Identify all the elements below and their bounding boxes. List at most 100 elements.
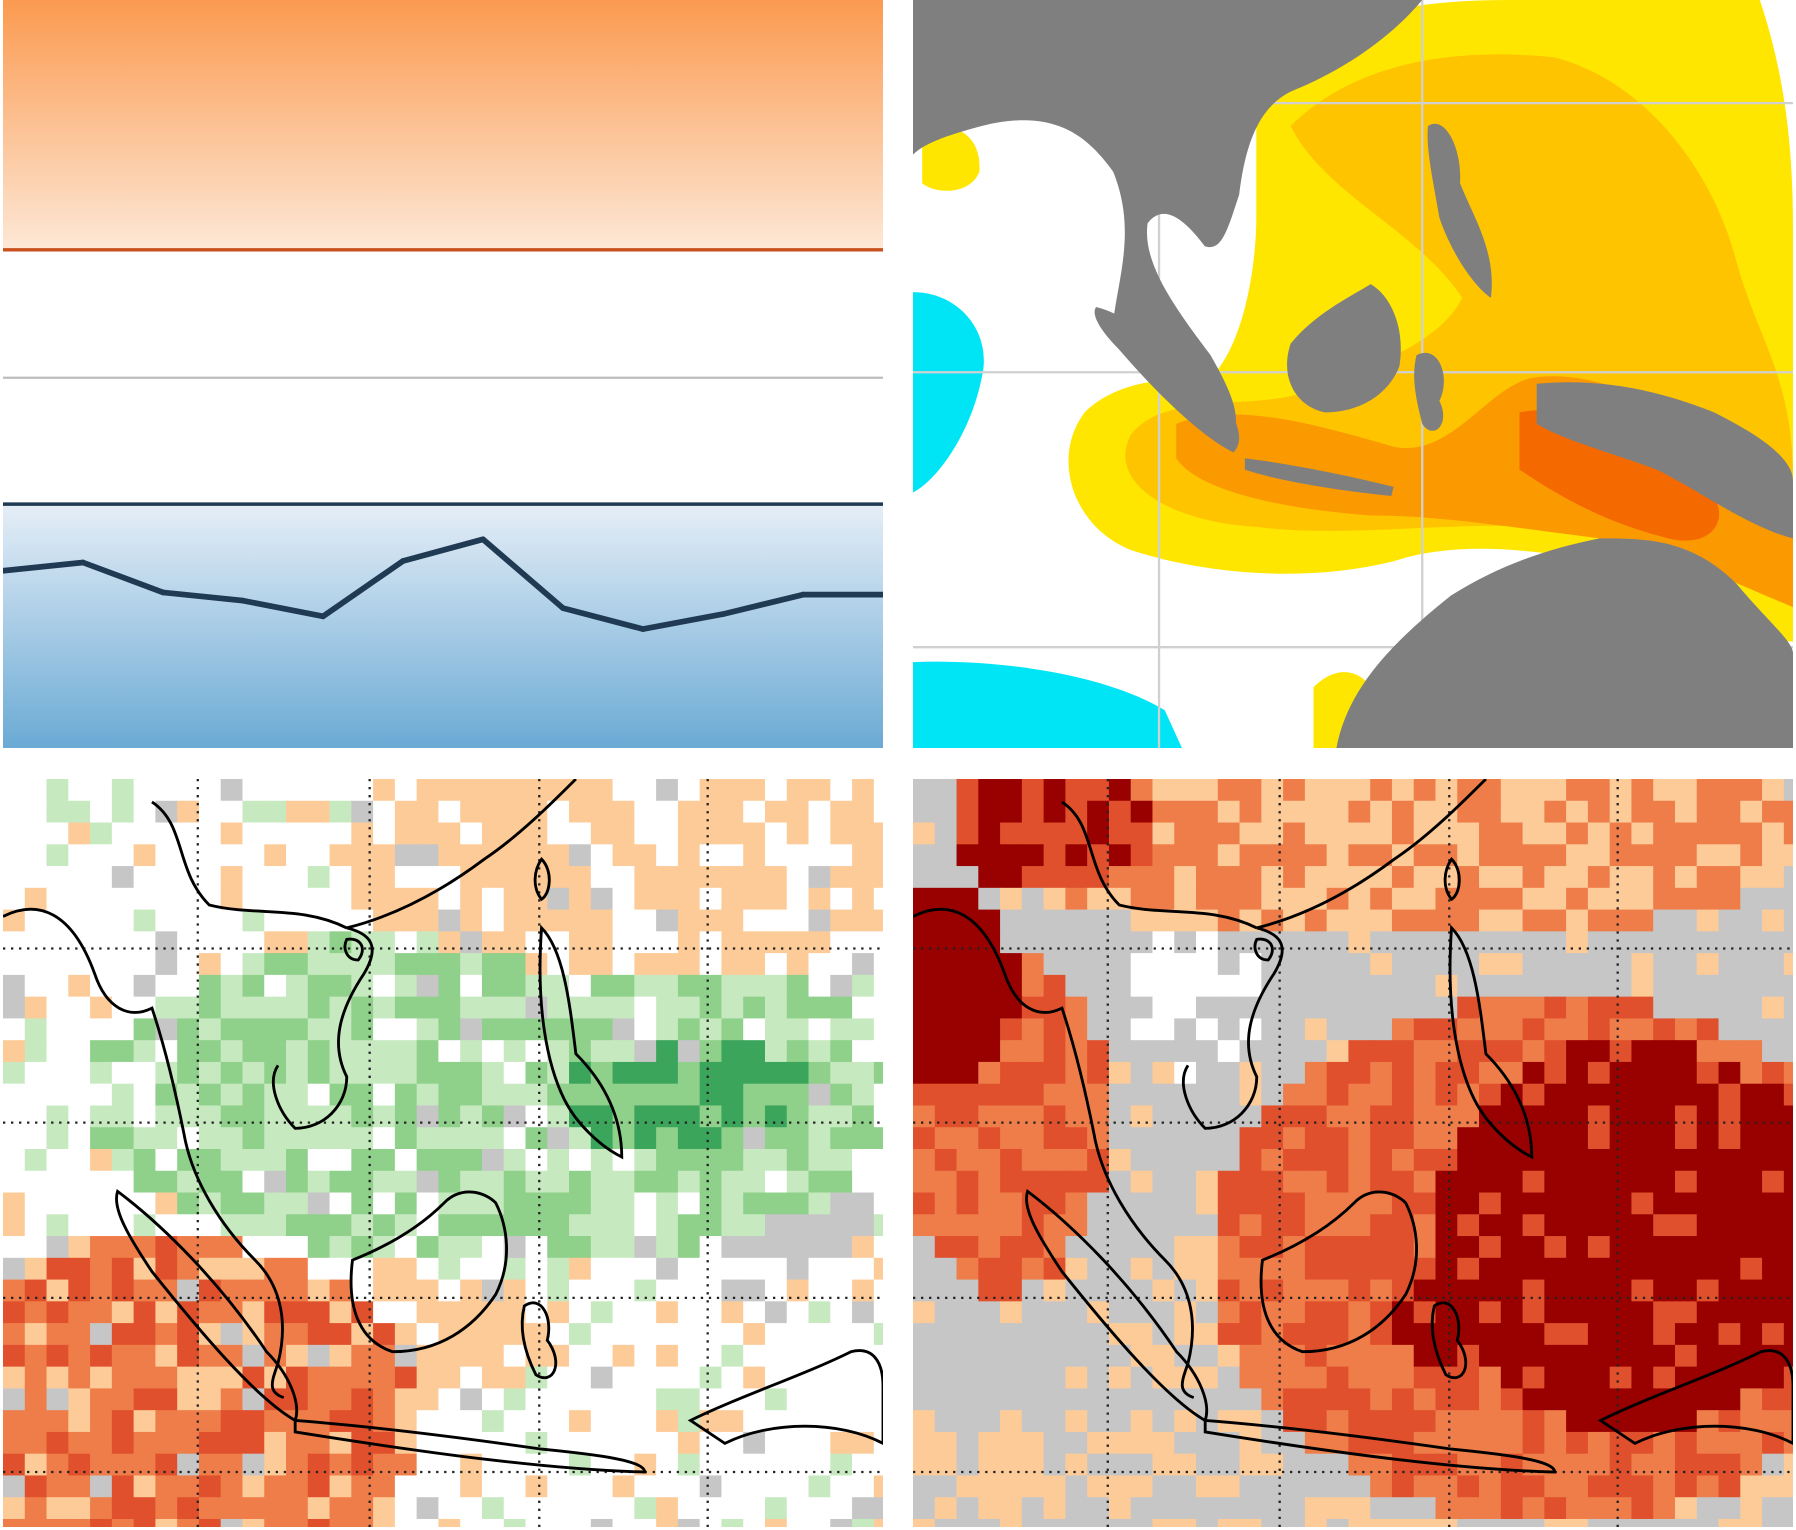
green-map-cell xyxy=(220,1105,244,1128)
red-map-cell xyxy=(1152,887,1175,911)
green-map-cell xyxy=(743,1061,766,1085)
red-map-cell xyxy=(934,1192,958,1215)
red-map-cell xyxy=(1653,1083,1676,1107)
green-map-cell xyxy=(198,1214,222,1237)
red-map-cell xyxy=(1239,822,1262,845)
red-map-cell xyxy=(1304,1257,1328,1281)
green-map-cell xyxy=(329,1105,352,1128)
red-map-cell xyxy=(1762,1301,1785,1324)
green-map-cell xyxy=(198,800,222,824)
green-map-cell xyxy=(873,909,883,932)
red-map-cell xyxy=(1544,1192,1567,1215)
green-map-cell xyxy=(699,1366,723,1389)
red-map-cell xyxy=(1740,822,1763,845)
green-map-cell xyxy=(90,909,113,932)
red-map-cell xyxy=(1348,1018,1371,1041)
red-map-cell xyxy=(1000,996,1023,1019)
green-map-cell xyxy=(830,866,853,889)
red-map-cell xyxy=(956,974,979,998)
green-map-cell xyxy=(547,1214,570,1237)
green-map-cell xyxy=(612,800,635,824)
red-map-cell xyxy=(1457,1148,1480,1172)
red-map-cell xyxy=(1217,1018,1241,1041)
coastline xyxy=(1061,800,1258,930)
red-map-cell xyxy=(1304,1170,1328,1194)
green-map-cell xyxy=(220,931,244,954)
green-map-cell xyxy=(220,1410,244,1433)
red-map-cell xyxy=(1674,1497,1698,1520)
green-map-cell xyxy=(830,1497,853,1520)
green-map-cell xyxy=(351,1323,374,1346)
red-map-cell xyxy=(1544,953,1567,976)
red-map-cell xyxy=(1457,844,1480,867)
red-map-cell xyxy=(913,1497,936,1520)
red-map-cell xyxy=(1283,1192,1306,1215)
green-map-cell xyxy=(569,1192,592,1215)
green-map-cell xyxy=(590,887,614,911)
green-map-cell xyxy=(68,1279,91,1302)
red-map-cell xyxy=(1783,1431,1793,1455)
green-map-cell xyxy=(24,1279,48,1302)
red-map-cell xyxy=(1326,1344,1349,1368)
red-map-cell xyxy=(1566,1475,1589,1498)
red-map-cell xyxy=(978,844,1001,867)
green-map-cell xyxy=(329,931,352,954)
green-map-cell xyxy=(438,1018,461,1041)
red-map-cell xyxy=(1609,844,1633,867)
red-map-cell xyxy=(1653,1279,1676,1302)
red-map-cell xyxy=(1391,887,1415,911)
green-map-cell xyxy=(830,909,853,932)
green-map-cell xyxy=(612,1214,635,1237)
green-map-cell xyxy=(394,931,418,954)
green-map-cell xyxy=(220,996,244,1019)
green-map-cell xyxy=(786,974,810,998)
green-map-cell xyxy=(460,1344,483,1368)
anomaly-map-gridded-red xyxy=(913,779,1793,1527)
red-map-cell xyxy=(934,1061,958,1085)
red-map-cell xyxy=(1674,1018,1698,1041)
green-map-cell xyxy=(525,887,548,911)
red-map-cell xyxy=(1108,909,1132,932)
red-map-cell xyxy=(1391,1497,1415,1520)
green-map-cell xyxy=(634,1148,657,1172)
green-map-cell xyxy=(111,1453,135,1477)
red-map-cell xyxy=(1174,1475,1197,1498)
red-map-cell xyxy=(1631,1453,1654,1477)
red-map-cell xyxy=(1174,779,1197,802)
red-map-cell xyxy=(1087,1192,1110,1215)
green-map-cell xyxy=(307,1257,331,1281)
green-map-cell xyxy=(351,974,374,998)
green-map-cell xyxy=(90,1127,113,1150)
red-map-cell xyxy=(1500,1170,1524,1194)
red-map-cell xyxy=(1217,974,1241,998)
green-map-cell xyxy=(394,1453,418,1477)
red-map-cell xyxy=(1304,1236,1328,1259)
red-map-cell xyxy=(1108,1040,1132,1063)
green-map-cell xyxy=(786,1170,810,1194)
red-map-cell xyxy=(1566,1497,1589,1520)
green-map-cell xyxy=(394,1497,418,1520)
red-map-cell xyxy=(1196,1323,1219,1346)
green-map-cell xyxy=(329,1127,352,1150)
green-map-cell xyxy=(830,800,853,824)
red-map-cell xyxy=(1435,1127,1458,1150)
red-map-cell xyxy=(1283,1040,1306,1063)
green-map-cell xyxy=(634,1214,657,1237)
green-map-cell xyxy=(307,1236,331,1259)
red-map-cell xyxy=(1631,1301,1654,1324)
green-map-cell xyxy=(111,1061,135,1085)
green-map-cell xyxy=(351,1366,374,1389)
red-map-cell xyxy=(1130,887,1154,911)
red-map-cell xyxy=(1087,1279,1110,1302)
green-map-cell xyxy=(46,931,69,954)
green-map-cell xyxy=(220,1257,244,1281)
red-map-cell xyxy=(1087,1388,1110,1411)
green-map-cell xyxy=(786,866,810,889)
red-map-cell xyxy=(1196,866,1219,889)
gridded-map-green-svg xyxy=(3,779,883,1527)
red-map-cell xyxy=(956,1518,979,1527)
green-map-cell xyxy=(764,844,788,867)
green-map-cell xyxy=(416,931,439,954)
red-map-cell xyxy=(1653,1148,1676,1172)
green-map-cell xyxy=(460,822,483,845)
